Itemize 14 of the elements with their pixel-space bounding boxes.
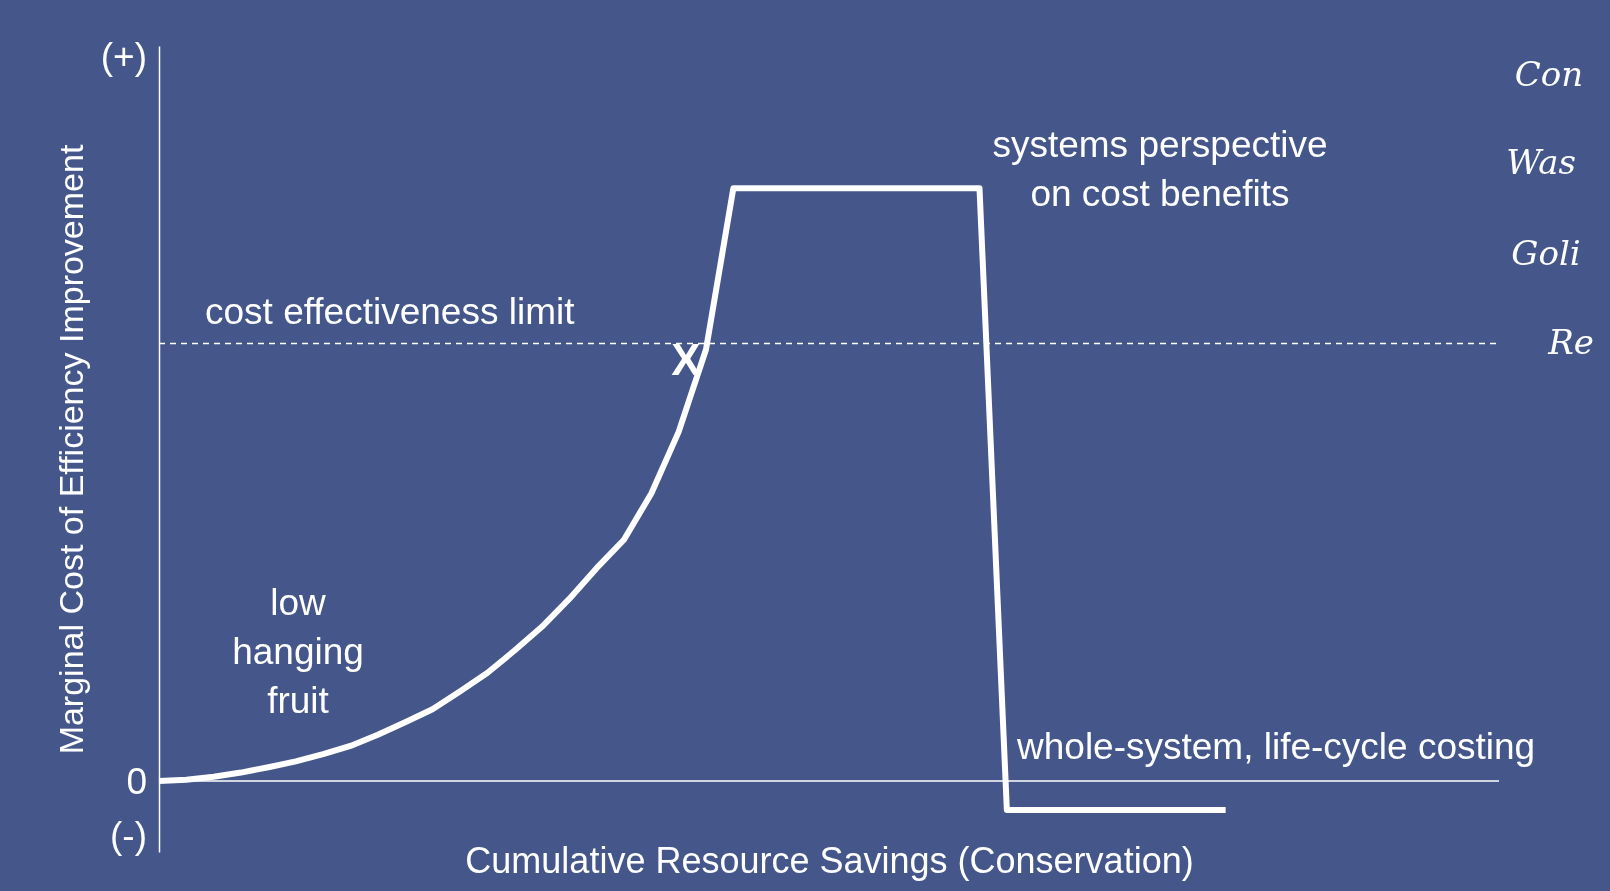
text: Con [1514, 54, 1584, 94]
text: Goli [1511, 233, 1581, 273]
text: (+) [100, 36, 147, 77]
text: Re [1547, 322, 1594, 362]
annotation: whole-system, life-cycle costing [1016, 726, 1536, 767]
text: Was [1506, 142, 1576, 182]
annotation: 0 [126, 760, 147, 802]
annotation: systems perspective on cost benefits [992, 124, 1328, 214]
x-axis-title: Cumulative Resource Savings (Conservation) [465, 840, 1194, 882]
y-axis-title: Marginal Cost of Efficiency Improvement [51, 144, 90, 755]
text: (-) [110, 815, 147, 856]
annotation: low hanging fruit [232, 582, 364, 721]
ref-line-label: cost effectiveness limit [205, 290, 576, 332]
annotation: X [671, 335, 701, 384]
